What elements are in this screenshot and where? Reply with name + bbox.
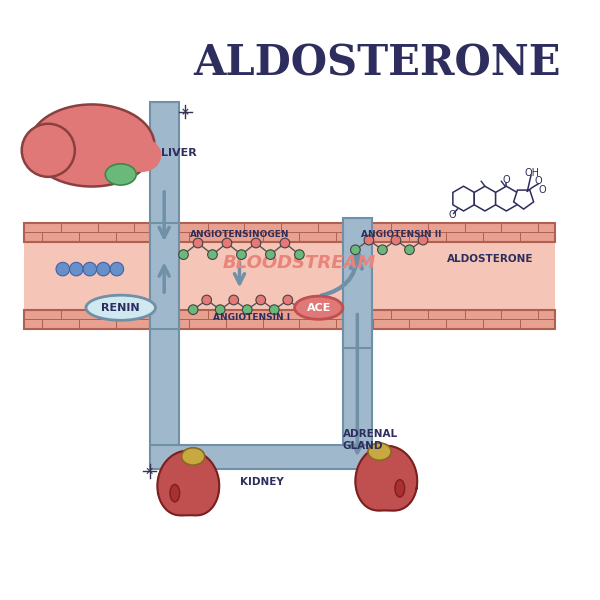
Text: ANGIOTENSINOGEN: ANGIOTENSINOGEN — [190, 230, 289, 239]
Polygon shape — [453, 186, 474, 211]
Bar — [24, 242, 556, 310]
Text: ALDOSTERONE: ALDOSTERONE — [193, 43, 560, 85]
Circle shape — [295, 250, 304, 259]
Bar — [343, 218, 372, 348]
Polygon shape — [474, 186, 496, 211]
Text: O: O — [538, 185, 546, 195]
Ellipse shape — [22, 124, 75, 177]
Circle shape — [97, 262, 110, 276]
Bar — [149, 223, 179, 329]
Circle shape — [266, 250, 275, 259]
Circle shape — [179, 250, 188, 259]
Circle shape — [377, 245, 387, 254]
Text: KIDNEY: KIDNEY — [239, 476, 283, 487]
Circle shape — [229, 295, 239, 305]
Bar — [24, 223, 556, 242]
Circle shape — [236, 250, 246, 259]
Ellipse shape — [395, 479, 404, 497]
Circle shape — [222, 238, 232, 248]
Bar — [149, 445, 372, 469]
Circle shape — [56, 262, 70, 276]
Circle shape — [280, 238, 290, 248]
Text: BLOODSTREAM: BLOODSTREAM — [223, 254, 376, 272]
Ellipse shape — [86, 295, 155, 320]
Circle shape — [251, 238, 261, 248]
Ellipse shape — [29, 104, 155, 187]
Circle shape — [70, 262, 83, 276]
Circle shape — [256, 295, 266, 305]
Text: RENIN: RENIN — [101, 303, 140, 313]
FancyArrowPatch shape — [322, 257, 362, 296]
Circle shape — [350, 245, 360, 254]
Circle shape — [283, 295, 293, 305]
Circle shape — [188, 305, 198, 314]
Bar — [24, 310, 556, 329]
Circle shape — [208, 250, 217, 259]
Text: OH: OH — [524, 167, 539, 178]
Text: O: O — [535, 176, 542, 186]
Ellipse shape — [368, 443, 391, 460]
Ellipse shape — [105, 164, 136, 185]
Ellipse shape — [170, 484, 179, 502]
Circle shape — [269, 305, 279, 314]
Polygon shape — [496, 186, 517, 211]
Polygon shape — [355, 446, 417, 511]
Text: ANGIOTENSIN I: ANGIOTENSIN I — [212, 313, 290, 322]
Text: O: O — [449, 209, 456, 220]
Circle shape — [110, 262, 124, 276]
Circle shape — [296, 305, 306, 314]
Circle shape — [193, 238, 203, 248]
Bar — [343, 310, 372, 449]
Ellipse shape — [182, 448, 205, 465]
Ellipse shape — [122, 138, 161, 172]
Polygon shape — [157, 451, 219, 515]
Polygon shape — [514, 190, 533, 209]
Text: ALDOSTERONE: ALDOSTERONE — [448, 254, 534, 265]
Circle shape — [215, 305, 225, 314]
Bar — [149, 102, 179, 242]
Circle shape — [418, 235, 428, 245]
Text: O: O — [503, 175, 510, 185]
Text: ANGIOTENSIN II: ANGIOTENSIN II — [361, 230, 441, 239]
Circle shape — [391, 235, 401, 245]
Bar — [149, 310, 179, 449]
Circle shape — [202, 295, 211, 305]
Circle shape — [83, 262, 97, 276]
Text: ACE: ACE — [307, 303, 331, 313]
Circle shape — [364, 235, 374, 245]
Text: LIVER: LIVER — [161, 148, 197, 158]
Ellipse shape — [295, 296, 343, 319]
Circle shape — [404, 245, 415, 254]
Text: ADRENAL
GLAND: ADRENAL GLAND — [343, 429, 398, 451]
Circle shape — [242, 305, 252, 314]
